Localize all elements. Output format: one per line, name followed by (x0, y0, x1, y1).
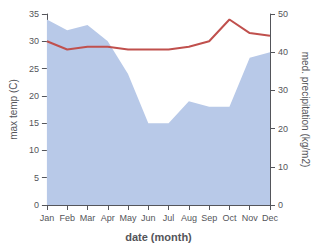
svg-text:20: 20 (278, 124, 288, 134)
svg-text:50: 50 (278, 9, 288, 19)
svg-text:date (month): date (month) (125, 231, 192, 243)
svg-text:Apr: Apr (101, 213, 115, 223)
svg-text:5: 5 (34, 173, 39, 183)
svg-text:35: 35 (29, 9, 39, 19)
svg-text:Mar: Mar (80, 213, 96, 223)
svg-text:Nov: Nov (242, 213, 259, 223)
svg-text:Feb: Feb (59, 213, 75, 223)
svg-text:0: 0 (34, 200, 39, 210)
svg-text:10: 10 (278, 162, 288, 172)
svg-text:Oct: Oct (222, 213, 237, 223)
svg-text:15: 15 (29, 118, 39, 128)
svg-text:med. precipitation (kg/m2): med. precipitation (kg/m2) (300, 52, 311, 168)
svg-text:30: 30 (29, 36, 39, 46)
svg-text:Sep: Sep (201, 213, 217, 223)
svg-text:Jan: Jan (40, 213, 55, 223)
svg-text:Dec: Dec (262, 213, 279, 223)
svg-text:May: May (120, 213, 138, 223)
svg-text:max temp (C): max temp (C) (8, 79, 19, 140)
svg-text:0: 0 (278, 200, 283, 210)
svg-text:40: 40 (278, 47, 288, 57)
svg-text:Aug: Aug (181, 213, 197, 223)
svg-text:10: 10 (29, 145, 39, 155)
svg-text:20: 20 (29, 91, 39, 101)
svg-text:Jun: Jun (141, 213, 156, 223)
svg-text:25: 25 (29, 64, 39, 74)
svg-text:Jul: Jul (163, 213, 175, 223)
svg-text:30: 30 (278, 85, 288, 95)
